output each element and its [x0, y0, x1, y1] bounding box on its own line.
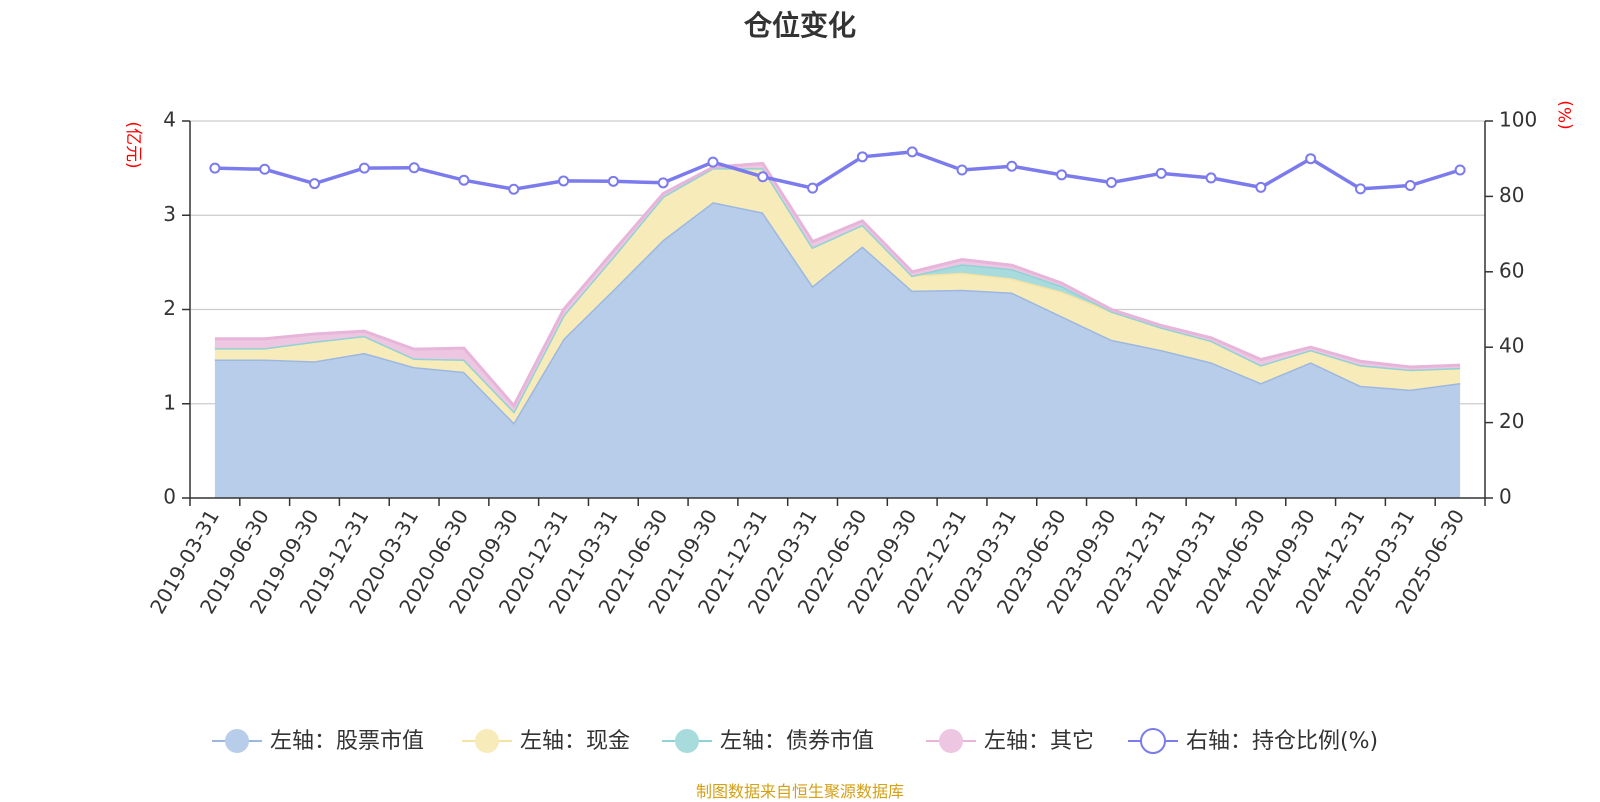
- ratio-point: [209, 162, 221, 174]
- ratio-point: [1354, 183, 1366, 195]
- right-axis-tick-label: 0: [1499, 485, 1512, 509]
- right-axis-tick-label: 60: [1499, 258, 1524, 282]
- ratio-point: [458, 174, 470, 186]
- area-layer: [214, 161, 1461, 498]
- ratio-point: [1155, 167, 1167, 179]
- legend-label: 左轴：其它: [984, 729, 1094, 754]
- ratio-point: [707, 156, 719, 168]
- legend-label: 左轴：现金: [520, 729, 630, 754]
- legend-label: 左轴：债券市值: [720, 729, 874, 754]
- source-note: 制图数据来自恒生聚源数据库: [695, 782, 904, 801]
- right-axis-tick-label: 20: [1499, 409, 1524, 433]
- ratio-point: [856, 151, 868, 163]
- ratio-point: [259, 163, 271, 175]
- legend-marker: [475, 729, 499, 753]
- ratio-point: [1454, 164, 1466, 176]
- ratio-point: [657, 177, 669, 189]
- left-axis-tick-label: 1: [163, 390, 176, 414]
- ratio-point: [807, 182, 819, 194]
- left-axis-unit: (亿元): [123, 121, 143, 168]
- ratio-point: [508, 183, 520, 195]
- legend-marker: [1140, 728, 1166, 754]
- ratio-point: [408, 162, 420, 174]
- legend-label: 左轴：股票市值: [270, 729, 424, 754]
- ratio-point: [558, 175, 570, 187]
- legend[interactable]: 左轴：股票市值 左轴：现金 左轴：债券市值 左轴：其它 右轴：持仓比例(%): [212, 728, 1378, 754]
- ratio-point: [1056, 169, 1068, 181]
- legend-marker: [675, 729, 699, 753]
- right-axis-tick-label: 100: [1499, 108, 1537, 132]
- right-axis-tick-label: 40: [1499, 334, 1524, 358]
- ratio-point: [757, 171, 769, 183]
- legend-label: 右轴：持仓比例(%): [1186, 729, 1378, 754]
- area-左轴：股票市值: [214, 202, 1461, 498]
- left-axis-tick-label: 0: [163, 485, 176, 509]
- left-axis-tick-label: 2: [163, 296, 176, 320]
- ratio-point: [1404, 179, 1416, 191]
- area-line-左轴：其它: [214, 161, 1461, 409]
- right-axis-tick-label: 80: [1499, 183, 1524, 207]
- ratio-line-layer: [209, 146, 1466, 195]
- legend-marker: [939, 729, 963, 753]
- ratio-point: [956, 164, 968, 176]
- ratio-point: [1105, 176, 1117, 188]
- ratio-point: [1255, 181, 1267, 193]
- ratio-point: [607, 175, 619, 187]
- ratio-point: [1006, 160, 1018, 172]
- ratio-point: [906, 146, 918, 158]
- legend-marker: [225, 729, 249, 753]
- left-axis-tick-label: 3: [163, 202, 176, 226]
- right-axis-unit: (%): [1556, 100, 1576, 129]
- ratio-line: [214, 150, 1461, 191]
- chart-title: 仓位变化: [743, 9, 856, 42]
- ratio-point: [1205, 172, 1217, 184]
- ratio-point: [358, 162, 370, 174]
- ratio-point: [1305, 153, 1317, 165]
- ratio-point: [309, 178, 321, 190]
- left-axis-tick-label: 4: [163, 108, 176, 132]
